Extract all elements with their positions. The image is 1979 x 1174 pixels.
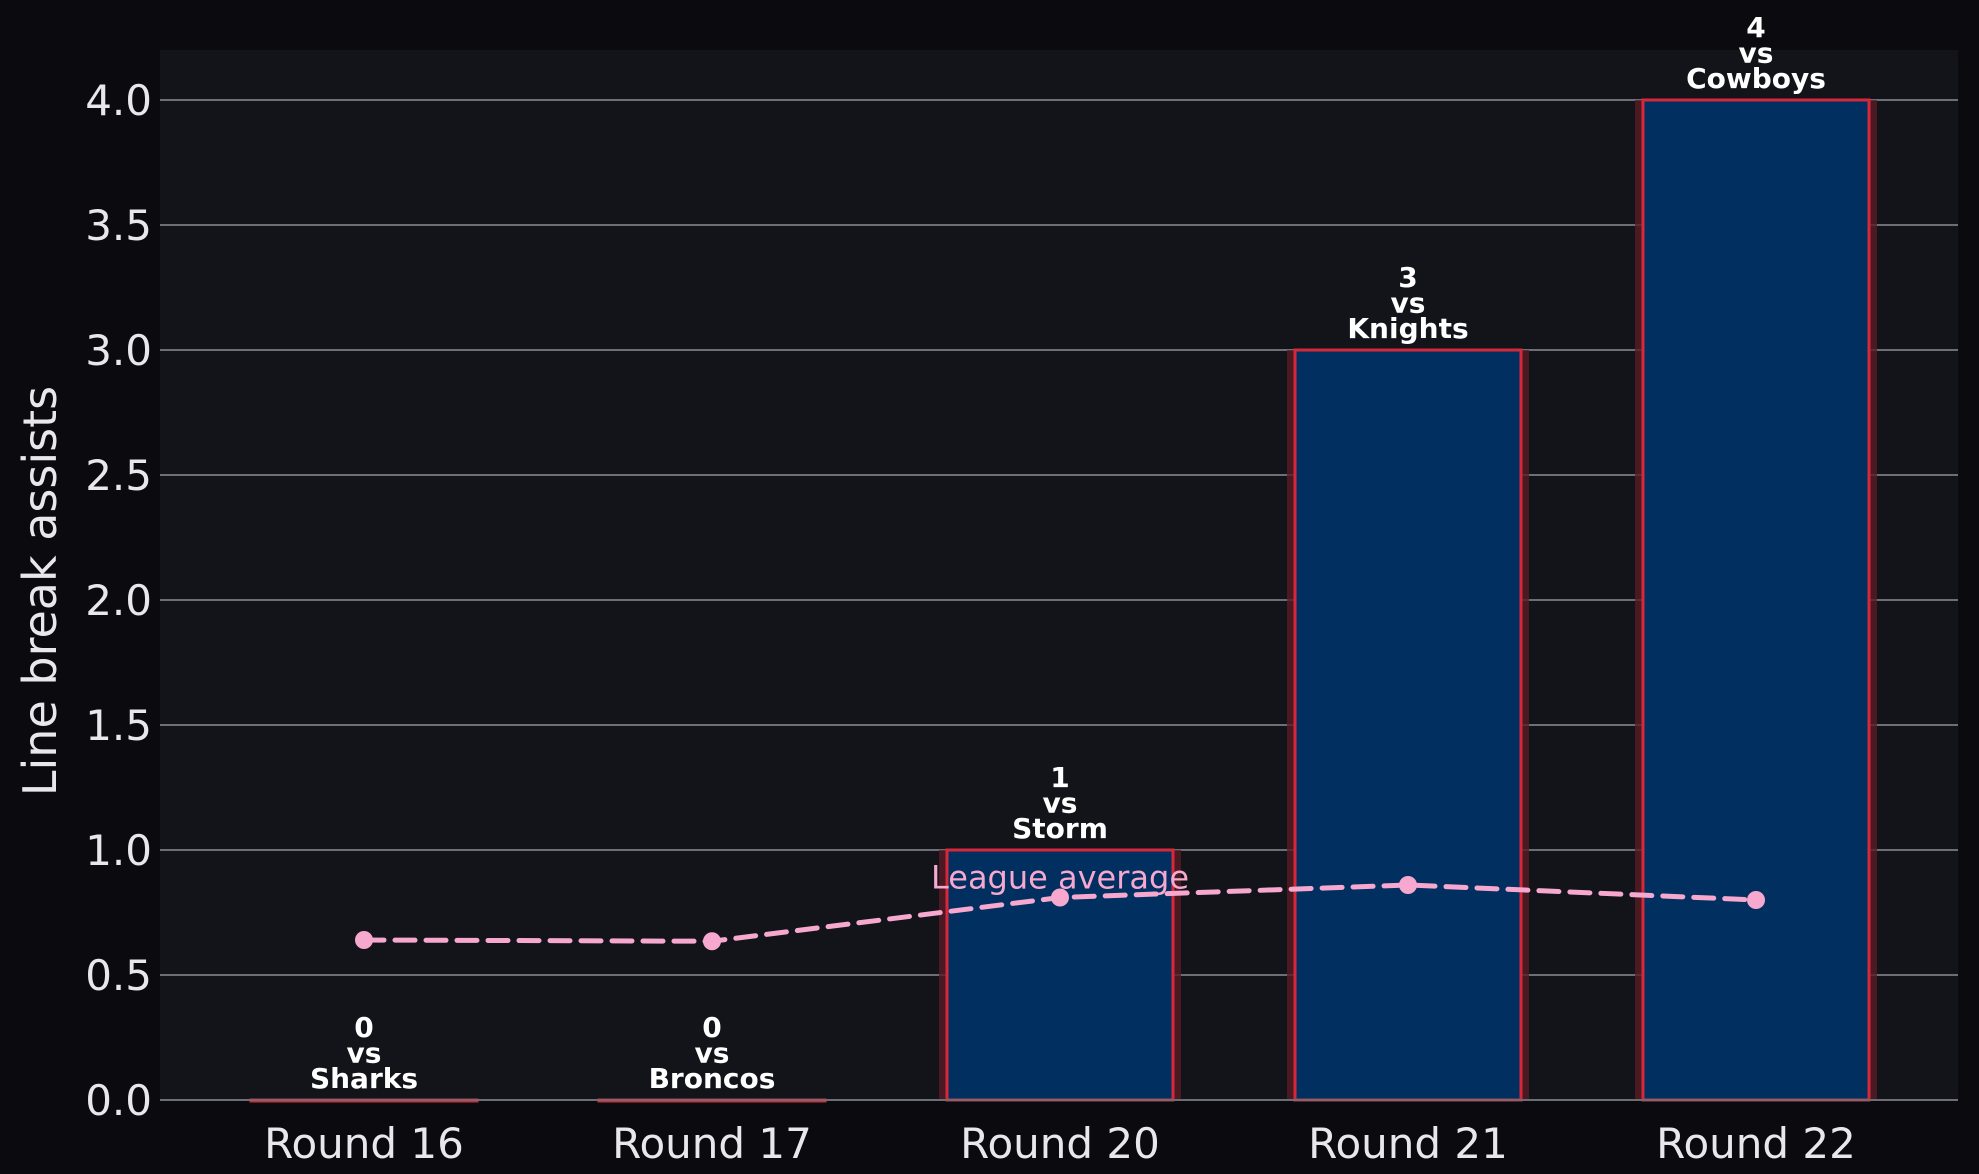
bar-opponent-label: Storm	[1012, 812, 1108, 845]
league-average-label: League average	[931, 859, 1189, 897]
league-average-point	[1399, 876, 1417, 894]
bar-vs-label: vs	[1391, 287, 1426, 320]
x-tick-label: Round 20	[960, 1119, 1160, 1168]
y-axis-ticks: 0.0 0.5 1.0 1.5 2.0 2.5 3.0 3.5 4.0	[85, 76, 152, 1125]
bar-vs-label: vs	[1043, 787, 1078, 820]
bars	[249, 98, 1877, 1103]
x-tick-label: Round 21	[1308, 1119, 1508, 1168]
bar-value-label: 0	[702, 1011, 721, 1044]
bar-value-label: 3	[1398, 261, 1417, 294]
y-tick-label: 0.0	[85, 1076, 152, 1125]
bar-opponent-label: Cowboys	[1686, 62, 1826, 95]
x-tick-label: Round 16	[264, 1119, 464, 1168]
y-tick-label: 1.5	[85, 701, 152, 750]
y-tick-label: 4.0	[85, 76, 152, 125]
x-axis-ticks: Round 16 Round 17 Round 20 Round 21 Round 22	[264, 1119, 1856, 1168]
y-tick-label: 3.5	[85, 201, 152, 250]
bar	[1293, 348, 1523, 1102]
bar-vs-label: vs	[347, 1037, 382, 1070]
bar-vs-label: vs	[1739, 37, 1774, 70]
bar	[1641, 98, 1871, 1102]
league-average-point	[1051, 888, 1069, 907]
bar-labels: 0vsSharks0vsBroncos1vsStorm3vsKnights4vs…	[310, 11, 1826, 1095]
league-average-point	[1747, 891, 1765, 909]
bar-vs-label: vs	[695, 1037, 730, 1070]
y-tick-label: 3.0	[85, 326, 152, 375]
bar-value-label: 1	[1050, 761, 1069, 794]
x-tick-label: Round 22	[1656, 1119, 1856, 1168]
y-tick-label: 2.0	[85, 576, 152, 625]
y-axis-title: Line break assists	[13, 386, 67, 796]
league-average-series: League average	[355, 859, 1765, 951]
x-tick-label: Round 17	[612, 1119, 812, 1168]
bar-opponent-label: Broncos	[649, 1062, 776, 1095]
bar-value-label: 4	[1746, 11, 1765, 44]
bar-opponent-label: Knights	[1347, 312, 1468, 345]
league-average-point	[703, 932, 721, 951]
y-tick-label: 2.5	[85, 451, 152, 500]
bar-opponent-label: Sharks	[310, 1062, 418, 1095]
y-tick-label: 0.5	[85, 951, 152, 1000]
league-average-point	[355, 931, 373, 949]
y-tick-label: 1.0	[85, 826, 152, 875]
bar-value-label: 0	[354, 1011, 373, 1044]
